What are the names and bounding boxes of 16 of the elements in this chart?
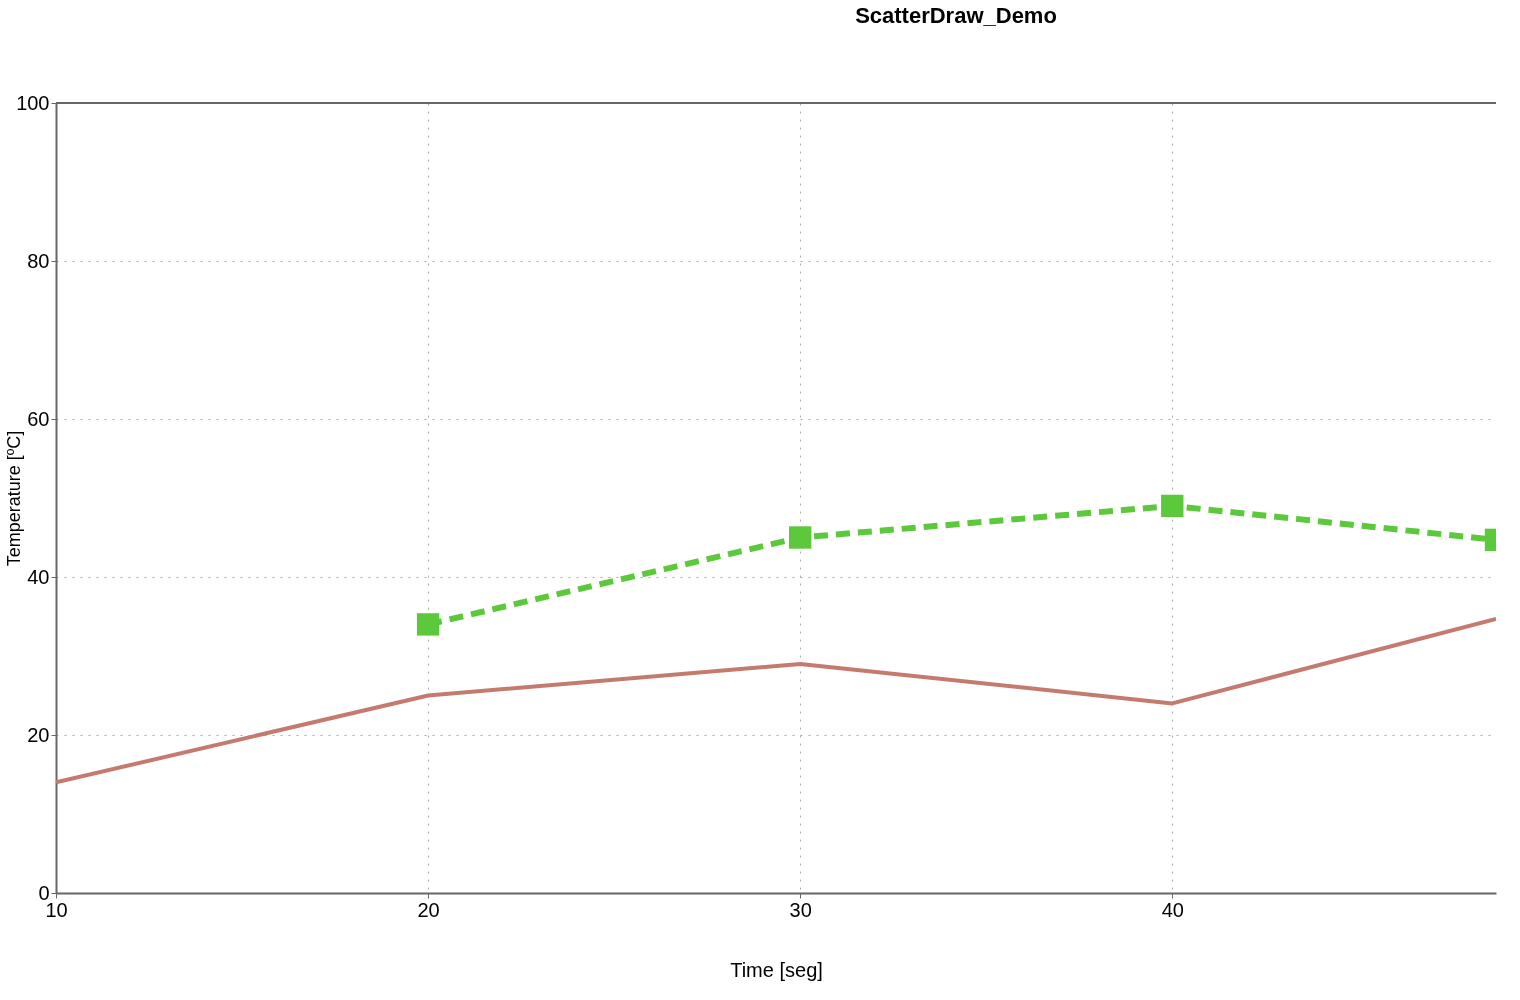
x-tick-label: 20 bbox=[417, 898, 440, 921]
point bbox=[416, 613, 440, 636]
y-tick-label: 0 bbox=[38, 881, 50, 904]
point bbox=[789, 526, 812, 549]
line-series bbox=[56, 616, 1496, 785]
x-tick-label: 40 bbox=[1161, 898, 1184, 921]
x-tick-label: 30 bbox=[789, 898, 812, 921]
y-tick-label: 60 bbox=[27, 407, 50, 430]
x-axis-title: Time [seg] bbox=[730, 958, 823, 981]
y-tick-label: 20 bbox=[27, 723, 50, 746]
point bbox=[1161, 494, 1184, 518]
y-tick-label: 80 bbox=[27, 249, 50, 272]
y-axis-title: Temperature [ºC] bbox=[4, 430, 25, 567]
y-tick-label: 100 bbox=[16, 91, 50, 114]
y-tick-label: 40 bbox=[27, 565, 50, 588]
chart-title: ScatterDraw_Demo bbox=[855, 3, 1057, 28]
